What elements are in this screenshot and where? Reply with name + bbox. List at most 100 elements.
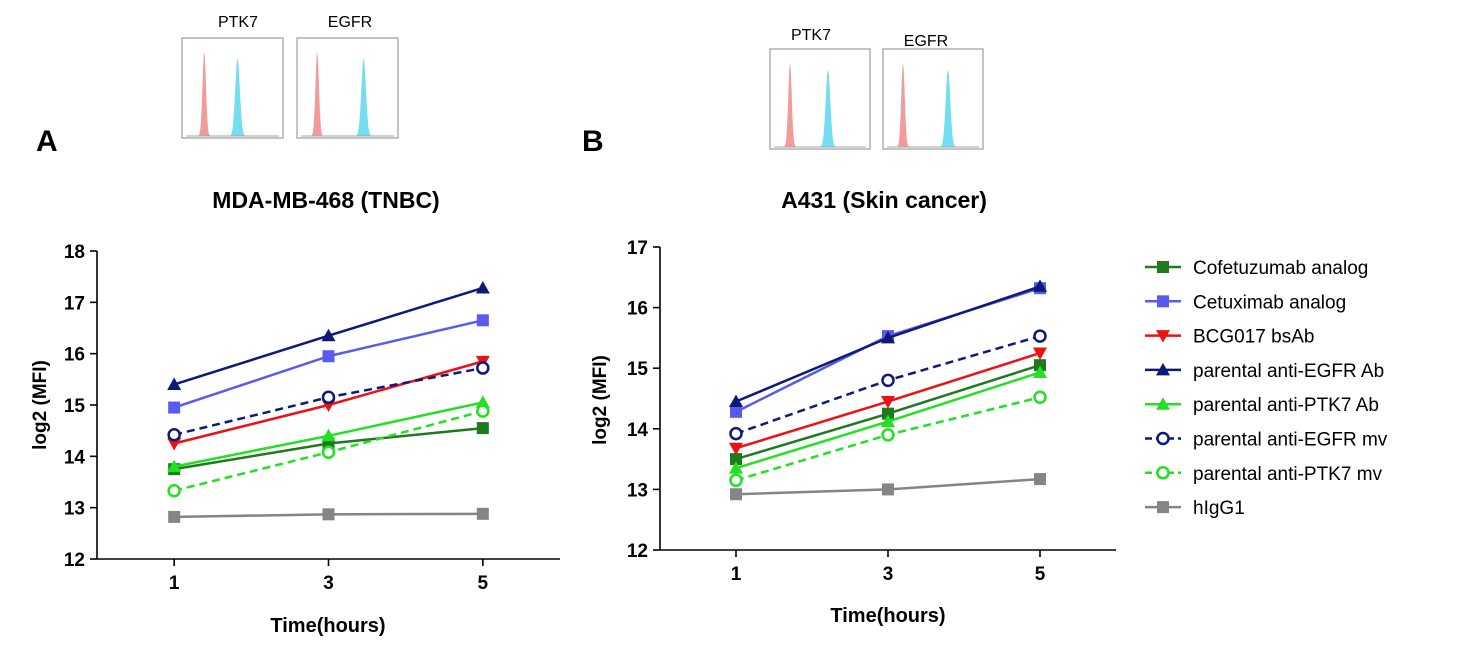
panel-a-x-tick-label: 5 (478, 573, 489, 594)
legend-entry-parental-anti-egfr-mv: parental anti-EGFR mv (1145, 430, 1388, 451)
panel-b-inset-isotype-peak (782, 63, 798, 147)
panel-b-inset-frame-egfr (882, 48, 984, 150)
panel-b-line-cetuximab-analog (735, 287, 1041, 413)
panel-b-point-higg1 (882, 483, 894, 496)
panel-a-inset-isotype-peak (197, 52, 212, 136)
panel-a-series-higg1 (168, 507, 489, 523)
panel-b-inset-label-ptk7: PTK7 (791, 27, 831, 44)
panel-b-point-parental-anti-egfr-ab (729, 394, 743, 408)
panel-b-point-parental-anti-egfr-ab (1033, 279, 1047, 292)
panel-a-point-parental-anti-ptk7-mv (167, 483, 181, 498)
legend-label: Cofetuzumab analog (1193, 258, 1368, 279)
legend-swatch-marker (1156, 466, 1170, 480)
panel-a-point-parental-anti-ptk7-mv (476, 404, 490, 418)
legend-label: BCG017 bsAb (1193, 327, 1314, 348)
panel-a-point-parental-anti-egfr-ab (475, 280, 490, 294)
panel-a-point-parental-anti-egfr-mv (321, 390, 336, 405)
legend-entry-bcg017-bsab: BCG017 bsAb (1145, 327, 1314, 348)
panel-a-series (167, 280, 490, 523)
panel-a-series-parental-anti-ptk7-ab (167, 395, 490, 473)
panel-a-y-tick-label: 13 (64, 499, 85, 520)
panel-a-point-parental-anti-ptk7-ab (475, 395, 490, 408)
panel-b-y-tick-label: 17 (627, 238, 648, 259)
panel-b-inset-label-egfr: EGFR (904, 33, 948, 50)
panel-a-point-higg1 (476, 507, 489, 520)
panel-a-letter: A (36, 125, 58, 158)
panel-a-point-higg1 (322, 508, 335, 521)
panel-a-point-parental-anti-ptk7-ab (321, 428, 336, 442)
panel-b-y-axis-label: log2 (MFI) (590, 355, 611, 445)
panel-b-letter: B (582, 125, 604, 158)
panel-b-inset-isotype-peak (895, 63, 911, 147)
panel-b-point-parental-anti-ptk7-mv (729, 473, 743, 488)
panel-b-point-cofetuzumab-analog (730, 453, 742, 466)
panel-b-series-parental-anti-ptk7-ab (729, 365, 1047, 474)
panel-a-series-cetuximab-analog (168, 314, 489, 414)
panel-a-x-tick-label: 1 (169, 573, 180, 594)
panel-b-point-parental-anti-egfr-mv (1033, 329, 1047, 343)
panel-b-series (729, 279, 1047, 501)
legend-entry-cofetuzumab-analog: Cofetuzumab analog (1145, 258, 1368, 279)
panel-a-x-tick-label: 3 (323, 573, 334, 594)
panel-a-point-parental-anti-ptk7-ab (167, 459, 182, 473)
panel-a-x-axis-label: Time(hours) (270, 615, 385, 637)
panel-b-x-tick-label: 5 (1035, 564, 1046, 585)
panel-a-inset-frame-egfr (296, 37, 399, 139)
panel-b-inset-stained-peak (938, 69, 958, 147)
panel-a-y-tick-label: 14 (64, 447, 86, 468)
panel-a-flow-insets: PTK7 EGFR (181, 14, 399, 139)
panel-a-series-parental-anti-egfr-mv (167, 361, 490, 442)
panel-a-inset-frame-ptk7 (181, 37, 284, 139)
panel-b-point-parental-anti-ptk7-ab (1033, 365, 1047, 378)
panel-b-series-cofetuzumab-analog (730, 359, 1046, 466)
panel-a-point-higg1 (168, 510, 181, 523)
legend-swatch-marker (1156, 431, 1170, 446)
legend: Cofetuzumab analog Cetuximab analog BCG017… (1145, 258, 1388, 519)
panel-b-series-parental-anti-egfr-mv (729, 329, 1047, 441)
panel-a-inset-stained-peak (354, 58, 373, 136)
panel-b-series-bcg017-bsab (729, 347, 1047, 456)
panel-a-point-parental-anti-egfr-mv (167, 428, 181, 442)
panel-b-point-cofetuzumab-analog (882, 407, 894, 420)
panel-b-point-parental-anti-ptk7-mv (881, 428, 895, 442)
panel-b-point-parental-anti-egfr-mv (881, 373, 895, 388)
panel-b: B A431 (Skin cancer) log2 (MFI) Time(hou… (582, 27, 1116, 627)
panel-b-point-higg1 (1034, 473, 1046, 486)
panel-a-inset-label-ptk7: PTK7 (218, 14, 258, 31)
legend-label: hIgG1 (1193, 498, 1245, 519)
panel-a-point-cetuximab-analog (168, 401, 181, 414)
panel-b-series-parental-anti-egfr-ab (729, 279, 1047, 408)
legend-entry-cetuximab-analog: Cetuximab analog (1145, 292, 1346, 313)
panel-b-y-tick-label: 15 (627, 359, 649, 380)
legend-label: parental anti-EGFR Ab (1193, 361, 1384, 382)
panel-b-y-tick-label: 14 (627, 420, 649, 441)
panel-a-y-tick-label: 18 (64, 242, 85, 263)
panel-a-point-cofetuzumab-analog (476, 422, 489, 435)
panel-b-title: A431 (Skin cancer) (781, 187, 987, 213)
panel-a-inset-stained-peak (228, 58, 247, 136)
legend-entry-parental-anti-ptk7-ab: parental anti-PTK7 Ab (1145, 395, 1379, 416)
legend-swatch-marker (1157, 261, 1169, 273)
panel-b-flow-insets: PTK7 EGFR (769, 27, 984, 150)
legend-label: parental anti-PTK7 mv (1193, 464, 1383, 485)
panel-a-series-parental-anti-egfr-ab (167, 280, 490, 390)
panel-a-point-parental-anti-egfr-ab (167, 377, 182, 390)
panel-b-point-parental-anti-ptk7-ab (881, 414, 895, 428)
legend-label: Cetuximab analog (1193, 292, 1346, 313)
panel-a-point-cetuximab-analog (322, 350, 335, 363)
panel-b-point-parental-anti-egfr-ab (881, 330, 895, 344)
panel-b-point-bcg017-bsab (729, 442, 743, 456)
panel-b-point-parental-anti-ptk7-ab (729, 461, 743, 474)
panel-b-y-tick-label: 13 (627, 480, 648, 501)
panel-a-point-cetuximab-analog (476, 314, 489, 327)
panel-a-y-tick-label: 12 (64, 550, 85, 571)
panel-b-point-parental-anti-ptk7-mv (1033, 390, 1047, 405)
legend-entry-higg1: hIgG1 (1145, 498, 1245, 519)
panel-a-inset-label-egfr: EGFR (328, 14, 372, 31)
panel-a-point-parental-anti-egfr-ab (321, 328, 336, 342)
panel-b-series-parental-anti-ptk7-mv (729, 390, 1047, 488)
panel-b-y-tick-label: 12 (627, 541, 648, 562)
